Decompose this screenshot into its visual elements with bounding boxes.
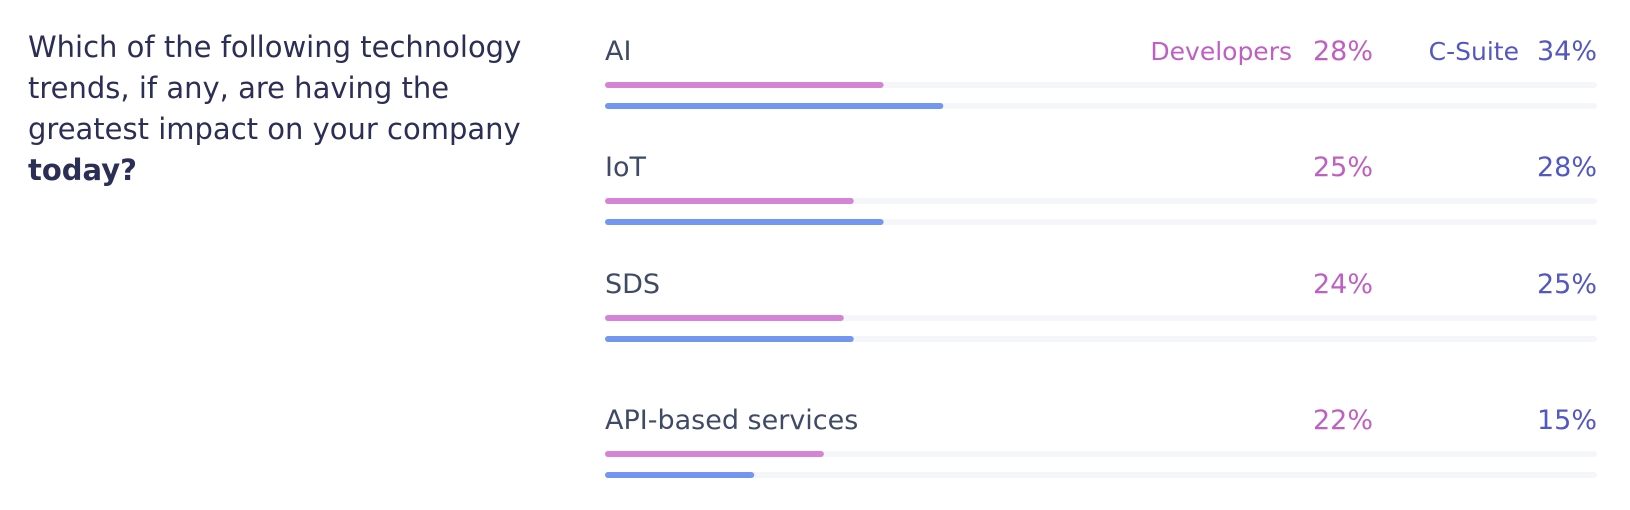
developers-bar-api-based-services — [605, 451, 824, 457]
question-emphasis: today? — [28, 153, 137, 187]
category-label-ai: AI — [605, 36, 631, 67]
developers-track-sds — [605, 315, 1597, 321]
csuite-value-sds: 25% — [1537, 269, 1597, 300]
category-label-iot: IoT — [605, 152, 646, 183]
survey-question: Which of the following technology trends… — [28, 27, 528, 191]
question-text: Which of the following technology trends… — [28, 30, 522, 146]
csuite-bar-api-based-services — [605, 472, 755, 478]
csuite-bar-sds — [605, 336, 854, 342]
csuite-value-api-based-services: 15% — [1537, 405, 1597, 436]
csuite-value-iot: 28% — [1537, 152, 1597, 183]
developers-bar-iot — [605, 198, 854, 204]
legend-csuite: C-Suite — [1429, 37, 1519, 66]
legend-developers: Developers — [1150, 37, 1292, 66]
developers-value-api-based-services: 22% — [1313, 405, 1373, 436]
developers-value-sds: 24% — [1313, 269, 1373, 300]
csuite-bar-iot — [605, 219, 884, 225]
category-label-sds: SDS — [605, 269, 660, 300]
csuite-value-ai: 34% — [1537, 36, 1597, 67]
developers-bar-ai — [605, 82, 884, 88]
developers-value-iot: 25% — [1313, 152, 1373, 183]
category-label-api-based-services: API-based services — [605, 405, 858, 436]
csuite-bar-ai — [605, 103, 944, 109]
developers-bar-sds — [605, 315, 844, 321]
csuite-track-api-based-services — [605, 472, 1597, 478]
developers-value-ai: 28% — [1313, 36, 1373, 67]
developers-track-api-based-services — [605, 451, 1597, 457]
